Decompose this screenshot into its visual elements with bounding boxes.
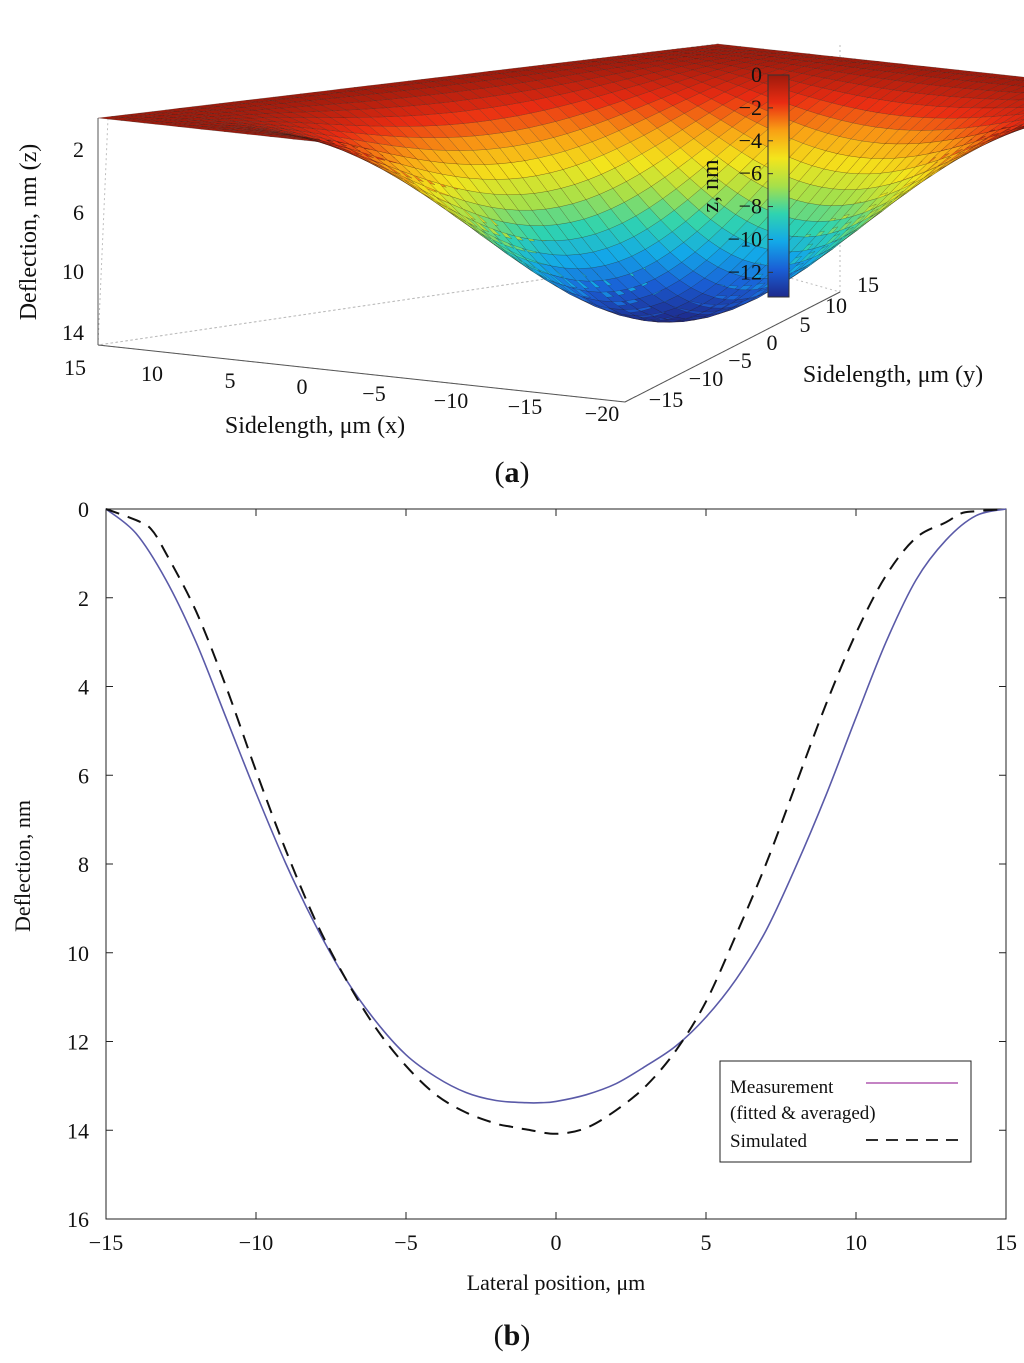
y-tick-label: 14 <box>67 1118 89 1143</box>
y-tick-label: 0 <box>78 497 89 522</box>
legend: Measurement (fitted & averaged) Simulate… <box>719 1060 972 1163</box>
surface-x-tick: 0 <box>297 374 308 399</box>
surface-y-tick: 10 <box>825 293 847 318</box>
x-tick-label: −10 <box>239 1230 273 1255</box>
x-tick-label: 5 <box>701 1230 712 1255</box>
surface-y-tick: −10 <box>689 366 723 391</box>
colorbar-ticks: 0 −2 −4 −6 −8 −10 −12 <box>728 62 773 284</box>
legend-measurement-label: Measurement <box>730 1077 834 1098</box>
surface-x-tick: −10 <box>434 388 468 413</box>
surface-x-tick: −5 <box>362 381 385 406</box>
panel-a-letter: a <box>505 456 520 489</box>
surface-x-tick: 5 <box>225 368 236 393</box>
surface-x-tick: −20 <box>585 401 619 426</box>
surface-y-tick: 0 <box>767 330 778 355</box>
y-tick-label: 4 <box>78 675 89 700</box>
panel-b-label: (b) <box>494 1319 531 1352</box>
profile-panel: −15 −10 −5 0 5 10 15 0 2 4 6 8 10 12 14 16 Lateral posi… <box>10 497 1017 1352</box>
surface-patch <box>97 116 123 120</box>
colorbar-label: z, nm <box>698 159 724 213</box>
x-tick-label: 15 <box>995 1230 1017 1255</box>
measurement-line <box>105 508 1007 1104</box>
legend-box <box>719 1060 972 1163</box>
colorbar-tick-label: −4 <box>739 128 762 153</box>
surface-x-tick: −15 <box>508 394 542 419</box>
simulated-line <box>105 508 1007 1135</box>
colorbar-tick-label: −12 <box>728 259 762 284</box>
colorbar-tick-label: −8 <box>739 194 762 219</box>
surface-x-tick: 10 <box>141 361 163 386</box>
deflection-surface <box>97 43 1024 323</box>
legend-measurement-sublabel: (fitted & averaged) <box>730 1103 876 1124</box>
y-tick-label: 2 <box>78 586 89 611</box>
surface-z-tick: 14 <box>62 320 84 345</box>
x-tick-label: 10 <box>845 1230 867 1255</box>
colorbar-tick-label: −10 <box>728 226 762 251</box>
surface-z-tick: 10 <box>62 259 84 284</box>
profile-ticks: −15 −10 −5 0 5 10 15 0 2 4 6 8 10 12 14 16 <box>67 497 1017 1255</box>
x-axis-line <box>97 344 626 403</box>
surface-y-tick: 5 <box>800 312 811 337</box>
colorbar-tick-label: −2 <box>739 95 762 120</box>
surface-z-tick: 2 <box>73 137 84 162</box>
y-tick-label: 16 <box>67 1207 89 1232</box>
profile-x-axis-label: Lateral position, μm <box>467 1270 646 1295</box>
y-tick-label: 8 <box>78 852 89 877</box>
y-tick-label: 12 <box>67 1030 89 1055</box>
profile-y-axis-label: Deflection, nm <box>10 800 35 932</box>
colorbar-tick-label: −6 <box>739 161 762 186</box>
legend-simulated-label: Simulated <box>730 1131 808 1152</box>
surface-y-tick: 15 <box>857 272 879 297</box>
surface-y-tick: −5 <box>728 348 751 373</box>
panel-b-letter: b <box>504 1319 521 1352</box>
surface-z-axis-label: Deflection, nm (z) <box>16 144 42 321</box>
surface-z-tick: 6 <box>73 200 84 225</box>
colorbar-tick-label: 0 <box>751 62 762 87</box>
surface-y-tick: −15 <box>649 387 683 412</box>
y-axis-line <box>624 291 841 403</box>
x-tick-label: 0 <box>551 1230 562 1255</box>
surface-x-tick: 15 <box>64 355 86 380</box>
x-tick-label: −15 <box>89 1230 123 1255</box>
colorbar-bar <box>767 74 790 298</box>
surface-y-axis-label: Sidelength, μm (y) <box>803 362 983 388</box>
x-tick-label: −5 <box>394 1230 417 1255</box>
surface-x-axis-label: Sidelength, μm (x) <box>225 413 405 439</box>
colorbar: 0 −2 −4 −6 −8 −10 −12 z, nm <box>698 62 790 298</box>
y-tick-label: 6 <box>78 763 89 788</box>
panel-a-label: (a) <box>495 456 530 489</box>
y-tick-label: 10 <box>67 941 89 966</box>
